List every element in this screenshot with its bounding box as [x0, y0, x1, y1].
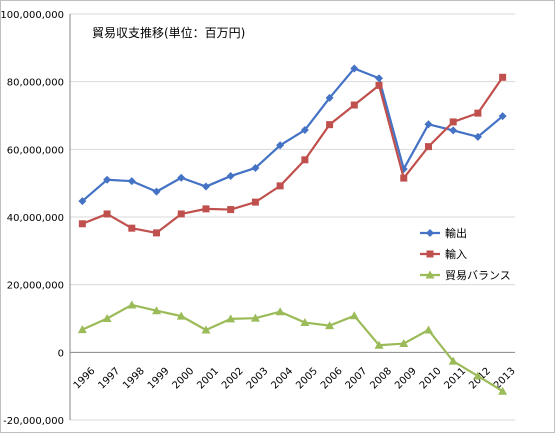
data-point — [275, 307, 285, 316]
data-point — [201, 325, 211, 334]
legend-label: 輸入 — [445, 247, 467, 261]
y-axis-ticks: -20,000,000 0 20,000,000 40,000,000 60,000,0… — [0, 10, 64, 427]
data-point — [300, 126, 309, 135]
data-point — [102, 314, 112, 322]
data-point — [375, 81, 383, 89]
data-point — [473, 132, 482, 141]
data-point — [152, 187, 161, 196]
data-point — [251, 163, 260, 172]
series-2 — [78, 73, 507, 237]
legend-label: 輸出 — [445, 226, 467, 240]
data-point — [326, 121, 334, 129]
legend-entry: 輸出 — [420, 226, 467, 240]
data-point — [399, 339, 409, 348]
data-point — [202, 205, 210, 213]
data-point — [103, 175, 112, 184]
data-point — [276, 182, 284, 190]
data-point — [473, 371, 483, 380]
data-point — [449, 118, 457, 126]
gridlines — [70, 13, 515, 421]
y-tick-label: 0 — [58, 348, 64, 359]
data-point — [350, 101, 358, 109]
y-tick-label: 60,000,000 — [7, 145, 64, 156]
y-tick-label: 80,000,000 — [7, 78, 64, 89]
series-3 — [77, 300, 508, 395]
data-point — [251, 198, 259, 206]
data-point — [498, 386, 508, 395]
data-point — [177, 173, 186, 182]
data-point — [276, 141, 285, 150]
series-line — [81, 76, 504, 235]
data-point — [176, 311, 186, 320]
data-point — [77, 325, 87, 334]
data-point — [375, 74, 384, 83]
data-point — [498, 112, 507, 121]
y-tick-label: 100,000,000 — [0, 10, 64, 21]
data-point — [127, 300, 137, 309]
data-point — [250, 313, 260, 322]
data-point — [423, 325, 433, 334]
series-lines — [77, 64, 508, 395]
legend-label: 貿易バランス — [445, 269, 511, 282]
data-point — [152, 306, 162, 315]
data-point — [301, 156, 309, 164]
axes — [69, 14, 515, 420]
data-point — [448, 356, 458, 365]
data-point — [226, 172, 235, 181]
data-point — [128, 224, 136, 232]
data-point — [153, 229, 161, 237]
data-point — [424, 120, 433, 129]
chart-title: 貿易収支推移(単位：百万円) — [92, 25, 245, 40]
data-point — [300, 318, 310, 327]
data-point — [325, 321, 335, 330]
data-point — [349, 311, 359, 320]
legend-entry: 輸入 — [420, 247, 467, 261]
data-point — [449, 126, 458, 135]
data-point — [78, 197, 87, 206]
legend-entry: 貿易バランス — [420, 269, 511, 282]
data-point — [227, 206, 235, 214]
data-point — [424, 143, 432, 151]
series-1 — [78, 64, 507, 206]
data-point — [78, 220, 86, 228]
data-point — [103, 210, 111, 218]
legend-marker — [425, 270, 435, 279]
series-line — [81, 67, 504, 202]
data-point — [400, 174, 408, 182]
legend-marker — [426, 250, 434, 258]
data-point — [499, 73, 507, 81]
y-tick-label: -20,000,000 — [3, 416, 64, 427]
data-point — [201, 182, 210, 191]
data-point — [374, 340, 384, 349]
data-point — [350, 64, 359, 73]
data-point — [226, 314, 236, 323]
data-point — [325, 93, 334, 102]
y-tick-label: 40,000,000 — [7, 213, 64, 224]
data-point — [127, 177, 136, 186]
series-line — [81, 303, 504, 393]
legend-marker — [426, 229, 434, 237]
data-point — [177, 210, 185, 218]
y-tick-label: 20,000,000 — [7, 281, 64, 292]
data-point — [474, 109, 482, 117]
